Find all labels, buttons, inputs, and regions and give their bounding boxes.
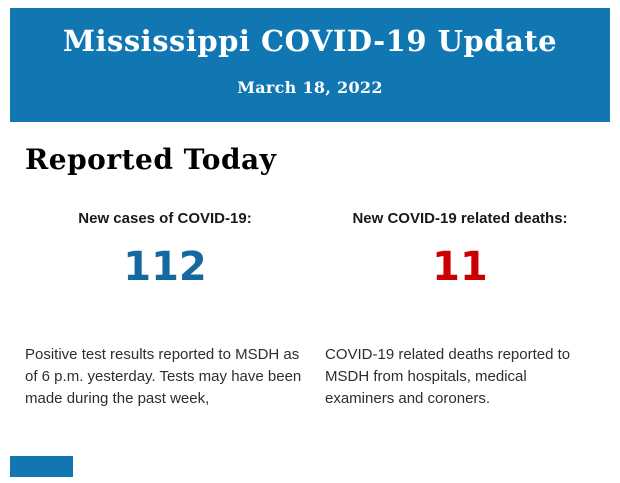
new-deaths-value: 11 [432, 244, 488, 290]
new-deaths-label: New COVID-19 related deaths: [352, 210, 568, 227]
page-title: Mississippi COVID-19 Update [62, 24, 558, 58]
new-deaths-description: COVID-19 related deaths reported to MSDH… [325, 346, 571, 407]
new-cases-description: Positive test results reported to MSDH a… [25, 346, 302, 407]
section-heading: Reported Today [25, 143, 277, 176]
new-cases-value: 112 [123, 244, 207, 290]
new-cases-label: New cases of COVID-19: [78, 210, 252, 227]
footer-banner-fragment [10, 456, 73, 477]
header-banner: Mississippi COVID-19 Update March 18, 20… [10, 8, 610, 122]
report-date: March 18, 2022 [237, 78, 383, 97]
